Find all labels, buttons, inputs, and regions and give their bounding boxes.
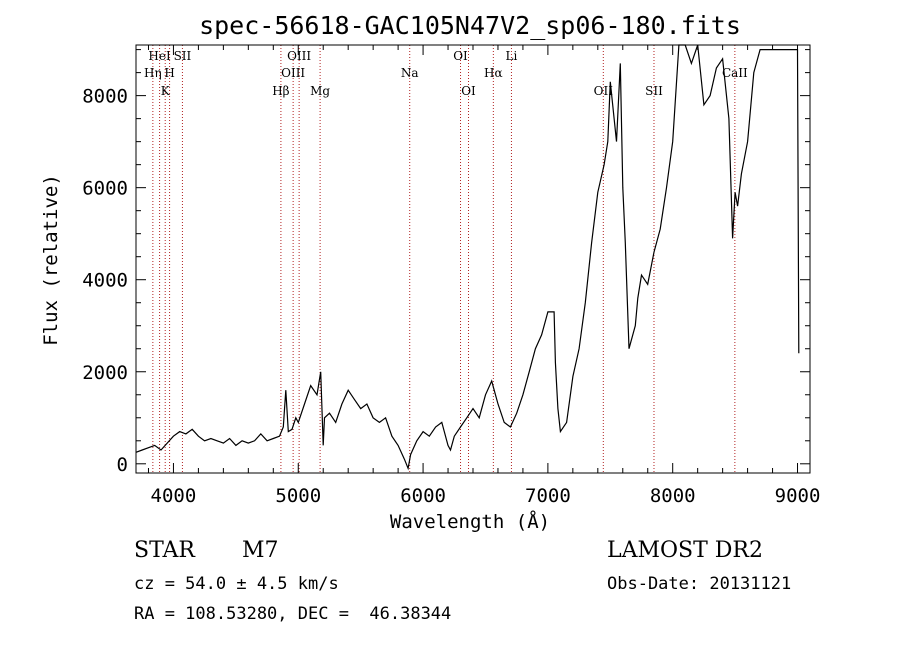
marker-label: Hβ — [272, 84, 289, 98]
marker-label: SII — [645, 84, 663, 98]
x-tick-label: 4000 — [151, 485, 197, 507]
y-tick-label: 2000 — [82, 362, 128, 384]
marker-label: OI — [461, 84, 476, 98]
x-axis: 4000 5000 6000 7000 8000 9000 — [147, 45, 821, 507]
x-tick-label: 9000 — [775, 485, 821, 507]
marker-label: Hα — [484, 66, 503, 80]
marker-label: CaII — [722, 66, 748, 80]
marker-label: OIII — [281, 66, 305, 80]
redshift-value: cz = 54.0 ± 4.5 km/s — [134, 574, 339, 594]
marker-label: Mg — [310, 84, 330, 98]
y-axis: 0 2000 4000 6000 8000 — [82, 49, 810, 476]
ra-dec-coordinates: RA = 108.53280, DEC = 46.38344 — [134, 604, 452, 624]
marker-label: SII — [174, 49, 192, 63]
y-tick-label: 0 — [117, 454, 128, 476]
x-tick-label: 8000 — [650, 485, 696, 507]
marker-label: OIII — [287, 49, 311, 63]
marker-label: OII — [594, 84, 614, 98]
y-tick-label: 4000 — [82, 270, 128, 292]
y-axis-label: Flux (relative) — [40, 174, 62, 346]
y-tick-label: 8000 — [82, 86, 128, 108]
marker-label: Hη — [144, 66, 162, 80]
marker-label: K — [161, 84, 171, 98]
spectrum-line — [135, 44, 800, 471]
x-tick-label: 7000 — [525, 485, 571, 507]
marker-label: HeI — [148, 49, 171, 63]
x-tick-label: 5000 — [275, 485, 321, 507]
marker-label: Li — [506, 49, 518, 63]
survey-name: LAMOST DR2 — [607, 538, 763, 563]
marker-label: H — [164, 66, 174, 80]
x-tick-label: 6000 — [400, 485, 446, 507]
object-subclass: M7 — [242, 538, 279, 563]
chart-title: spec-56618-GAC105N47V2_sp06-180.fits — [199, 11, 741, 40]
marker-label: Na — [401, 66, 419, 80]
marker-label: OI — [453, 49, 468, 63]
obs-date: Obs-Date: 20131121 — [607, 574, 792, 594]
object-class: STAR — [134, 538, 195, 563]
spectrum-series — [135, 44, 800, 471]
x-axis-label: Wavelength (Å) — [390, 510, 550, 533]
y-tick-label: 6000 — [82, 178, 128, 200]
